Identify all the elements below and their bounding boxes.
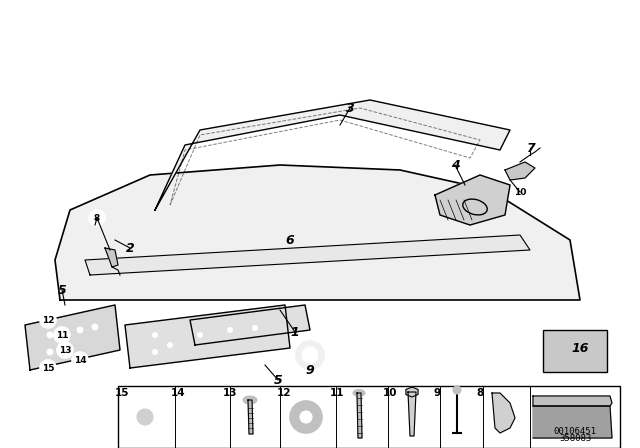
Polygon shape [533, 396, 612, 406]
Text: 16: 16 [572, 341, 589, 354]
Text: 6: 6 [285, 233, 294, 246]
Text: 11: 11 [330, 388, 344, 398]
Circle shape [47, 349, 53, 355]
Polygon shape [248, 400, 253, 434]
Circle shape [253, 326, 257, 331]
Circle shape [302, 347, 318, 363]
Text: 14: 14 [171, 388, 186, 398]
Text: 15: 15 [115, 388, 129, 398]
Polygon shape [125, 305, 290, 368]
Circle shape [290, 401, 322, 433]
Text: 13: 13 [59, 345, 71, 354]
Circle shape [54, 327, 70, 343]
Polygon shape [155, 100, 510, 210]
Text: 12: 12 [276, 388, 291, 398]
Circle shape [57, 342, 73, 358]
Circle shape [168, 343, 173, 348]
Polygon shape [25, 305, 120, 370]
Circle shape [193, 410, 207, 424]
Polygon shape [190, 305, 310, 345]
Text: 14: 14 [74, 356, 86, 365]
Circle shape [72, 352, 88, 368]
Polygon shape [357, 393, 362, 438]
Text: 1: 1 [291, 326, 300, 339]
Text: 12: 12 [42, 315, 54, 324]
Text: 3: 3 [346, 102, 355, 115]
Polygon shape [435, 175, 510, 225]
Circle shape [40, 360, 56, 376]
Polygon shape [505, 162, 535, 180]
Polygon shape [55, 165, 580, 300]
Circle shape [198, 332, 202, 337]
Circle shape [152, 332, 157, 337]
Text: 00106451: 00106451 [554, 427, 596, 436]
Ellipse shape [353, 389, 365, 396]
Text: 9: 9 [306, 363, 314, 376]
Text: 5: 5 [58, 284, 67, 297]
Text: 15: 15 [42, 363, 54, 372]
Text: 8: 8 [94, 214, 100, 223]
Circle shape [77, 327, 83, 333]
Text: 2: 2 [125, 241, 134, 254]
Text: 7: 7 [525, 142, 534, 155]
Bar [118, 386, 620, 448]
Polygon shape [105, 248, 118, 267]
Circle shape [62, 337, 68, 343]
Text: 358083: 358083 [559, 434, 591, 443]
Polygon shape [533, 406, 612, 438]
Polygon shape [85, 235, 530, 275]
Circle shape [92, 324, 98, 330]
Circle shape [47, 332, 53, 338]
Text: 5: 5 [274, 374, 282, 387]
Circle shape [300, 411, 312, 423]
Circle shape [227, 327, 232, 332]
Polygon shape [492, 393, 515, 433]
FancyBboxPatch shape [543, 330, 607, 372]
Text: 9: 9 [433, 388, 440, 398]
Circle shape [296, 341, 324, 369]
Circle shape [186, 403, 214, 431]
Circle shape [453, 386, 461, 394]
Ellipse shape [243, 396, 257, 404]
Text: 13: 13 [223, 388, 237, 398]
Circle shape [512, 184, 528, 200]
Polygon shape [408, 392, 416, 436]
Circle shape [137, 409, 153, 425]
Circle shape [152, 349, 157, 354]
Circle shape [89, 210, 105, 226]
Polygon shape [406, 387, 418, 397]
Text: 10: 10 [383, 388, 397, 398]
Text: 11: 11 [56, 331, 68, 340]
Circle shape [129, 401, 161, 433]
Text: 10: 10 [514, 188, 526, 197]
Circle shape [40, 312, 56, 328]
Text: 4: 4 [451, 159, 460, 172]
Text: 8: 8 [476, 388, 484, 398]
